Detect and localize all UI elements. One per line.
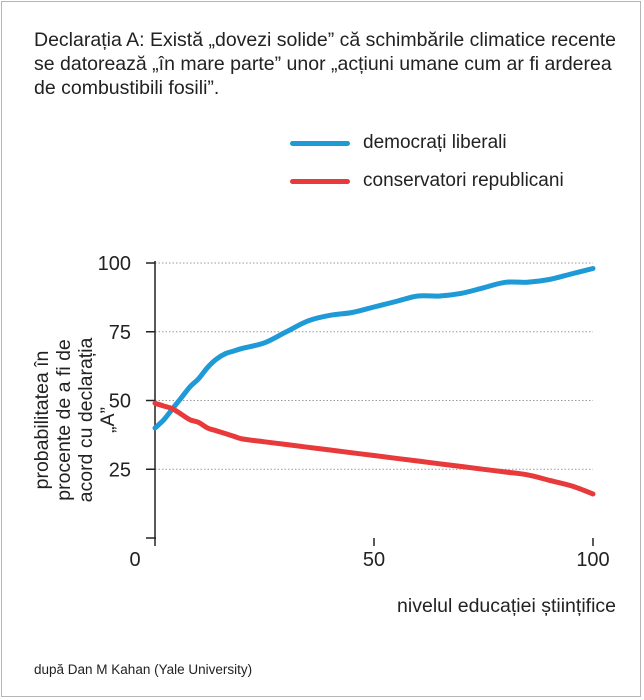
- series-line-conservative: [152, 400, 596, 497]
- y-axis-label-line: acord cu declarația: [75, 337, 97, 502]
- x-tick-label: 50: [363, 549, 385, 571]
- source-credit: după Dan M Kahan (Yale University): [34, 662, 253, 677]
- y-axis-label-line: „A”: [97, 407, 119, 433]
- x-tick-label: 100: [576, 549, 609, 571]
- y-tick-label: 75: [109, 322, 131, 344]
- legend-label-liberal: democrați liberali: [363, 132, 507, 153]
- statement-text: Declarația A: Există „dovezi solide” că …: [34, 29, 622, 99]
- legend-swatch-conservative: [290, 178, 350, 184]
- y-tick-label: 50: [109, 391, 131, 413]
- series-line-liberal: [152, 266, 596, 431]
- y-axis-label-line: procente de a fi de: [53, 339, 75, 501]
- y-tick-label: 25: [109, 459, 131, 481]
- y-axis-label-line: probabilitatea în: [31, 351, 53, 490]
- legend-swatch-liberal: [290, 140, 350, 146]
- legend-item-conservative: conservatori republicani: [290, 166, 564, 196]
- y-axis-label: probabilitatea înprocente de a fi deacor…: [31, 337, 119, 502]
- legend-label-conservative: conservatori republicani: [363, 170, 564, 191]
- x-axis-label: nivelul educației științifice: [397, 595, 616, 617]
- y-tick-label: 100: [98, 253, 131, 275]
- x-tick-label: 0: [129, 549, 140, 571]
- legend-item-liberal: democrați liberali: [290, 128, 507, 158]
